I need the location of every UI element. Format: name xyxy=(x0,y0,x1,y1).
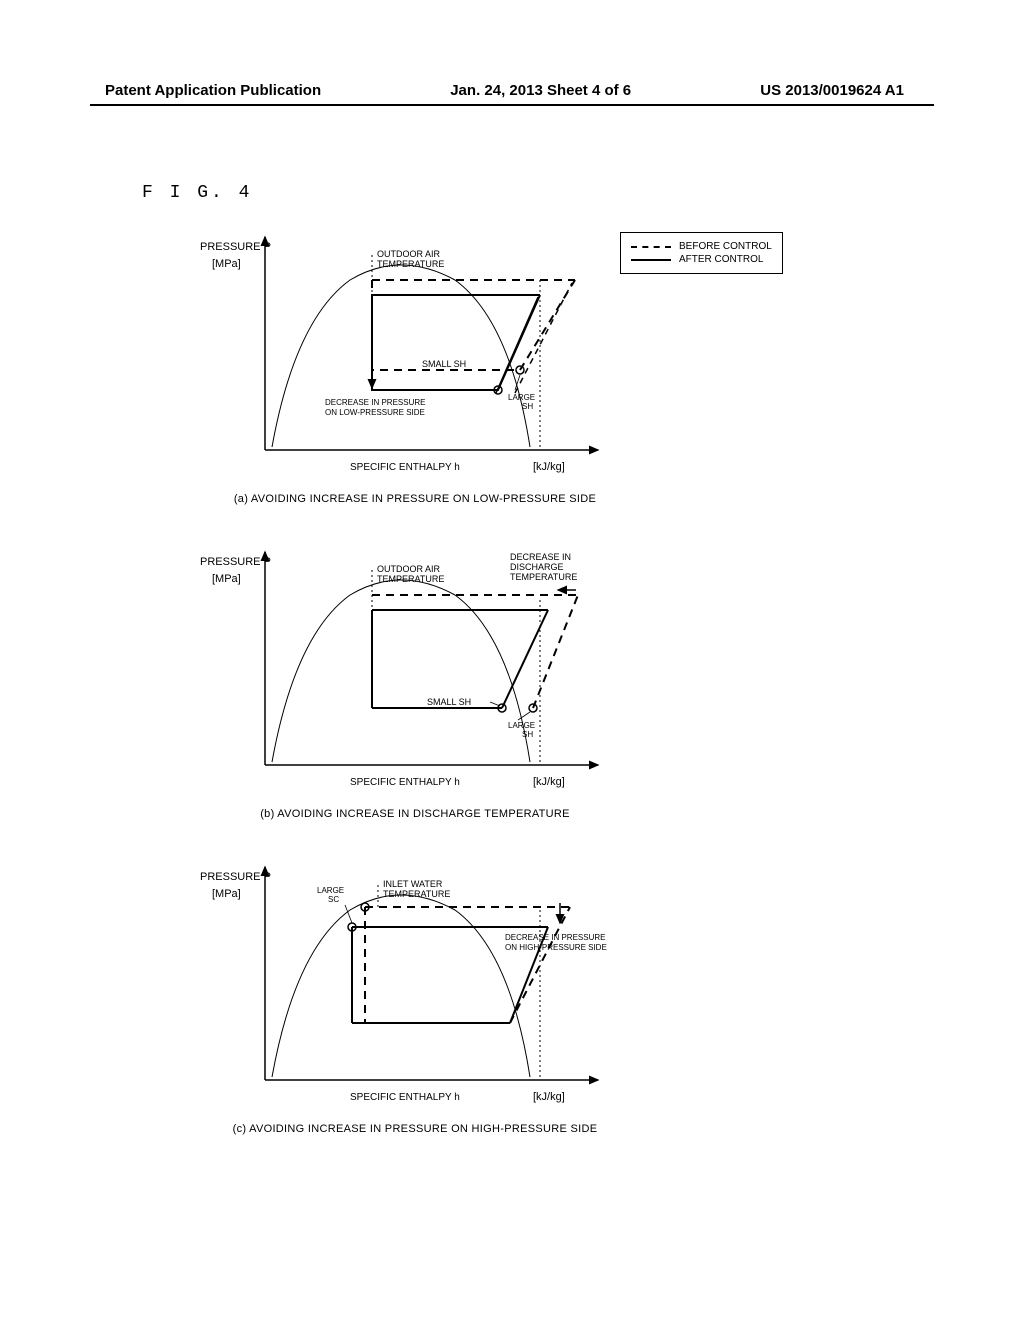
page-header: Patent Application Publication Jan. 24, … xyxy=(0,82,1024,99)
legend-before: BEFORE CONTROL xyxy=(631,241,772,252)
y-axis-label: PRESSURE P xyxy=(200,241,271,253)
x-axis-label: SPECIFIC ENTHALPY h xyxy=(350,462,460,473)
caption-c: (c) AVOIDING INCREASE IN PRESSURE ON HIG… xyxy=(200,1123,630,1135)
inlet-water-label: INLET WATER xyxy=(383,879,443,889)
header-rule xyxy=(90,104,934,106)
outdoor-air-label-a: OUTDOOR AIR xyxy=(377,249,441,259)
large-sh-b: LARGE xyxy=(508,721,535,730)
large-sc: LARGE xyxy=(317,886,344,895)
svg-text:DISCHARGE: DISCHARGE xyxy=(510,562,564,572)
svg-text:ON LOW-PRESSURE SIDE: ON LOW-PRESSURE SIDE xyxy=(325,408,425,417)
legend-before-label: BEFORE CONTROL xyxy=(679,241,772,252)
svg-text:[MPa]: [MPa] xyxy=(212,258,241,270)
svg-text:[kJ/kg]: [kJ/kg] xyxy=(533,776,565,788)
svg-text:[kJ/kg]: [kJ/kg] xyxy=(533,461,565,473)
svg-text:TEMPERATURE: TEMPERATURE xyxy=(383,889,450,899)
dash-icon xyxy=(631,246,671,248)
diagram-c: INLET WATER TEMPERATURE LARGE SC DECREAS… xyxy=(200,855,630,1135)
figure-label: F I G. 4 xyxy=(142,183,252,203)
svg-text:[MPa]: [MPa] xyxy=(212,888,241,900)
decrease-label-b: DECREASE IN xyxy=(510,552,571,562)
legend-after-label: AFTER CONTROL xyxy=(679,254,763,265)
decrease-label-c: DECREASE IN PRESSURE xyxy=(505,933,605,942)
small-sh-a: SMALL SH xyxy=(422,359,466,369)
legend-after: AFTER CONTROL xyxy=(631,254,772,265)
svg-text:[kJ/kg]: [kJ/kg] xyxy=(533,1091,565,1103)
diagram-b: OUTDOOR AIR TEMPERATURE DECREASE IN DISC… xyxy=(200,540,630,820)
svg-text:SH: SH xyxy=(522,402,533,411)
caption-a: (a) AVOIDING INCREASE IN PRESSURE ON LOW… xyxy=(200,493,630,505)
diagram-a: OUTDOOR AIR TEMPERATURE SMALL SH LARGE S… xyxy=(200,225,630,505)
solid-icon xyxy=(631,259,671,261)
svg-text:TEMPERATURE: TEMPERATURE xyxy=(377,574,444,584)
header-left: Patent Application Publication xyxy=(105,82,321,99)
ph-chart-b: OUTDOOR AIR TEMPERATURE DECREASE IN DISC… xyxy=(200,540,630,795)
svg-text:PRESSURE P: PRESSURE P xyxy=(200,556,271,568)
svg-text:SH: SH xyxy=(522,730,533,739)
ph-chart-c: INLET WATER TEMPERATURE LARGE SC DECREAS… xyxy=(200,855,630,1110)
svg-text:ON HIGH-PRESSURE SIDE: ON HIGH-PRESSURE SIDE xyxy=(505,943,607,952)
ph-chart-a: OUTDOOR AIR TEMPERATURE SMALL SH LARGE S… xyxy=(200,225,630,480)
svg-text:TEMPERATURE: TEMPERATURE xyxy=(510,572,577,582)
svg-text:[MPa]: [MPa] xyxy=(212,573,241,585)
svg-text:SPECIFIC ENTHALPY h: SPECIFIC ENTHALPY h xyxy=(350,1092,460,1103)
legend: BEFORE CONTROL AFTER CONTROL xyxy=(620,232,783,274)
svg-text:OUTDOOR AIR: OUTDOOR AIR xyxy=(377,564,441,574)
header-center: Jan. 24, 2013 Sheet 4 of 6 xyxy=(450,82,631,99)
header-right: US 2013/0019624 A1 xyxy=(760,82,904,99)
large-sh-a: LARGE xyxy=(508,393,535,402)
small-sh-b: SMALL SH xyxy=(427,697,471,707)
svg-text:PRESSURE P: PRESSURE P xyxy=(200,871,271,883)
svg-text:SC: SC xyxy=(328,895,339,904)
decrease-label-a: DECREASE IN PRESSURE xyxy=(325,398,425,407)
svg-text:TEMPERATURE: TEMPERATURE xyxy=(377,259,444,269)
svg-text:SPECIFIC ENTHALPY h: SPECIFIC ENTHALPY h xyxy=(350,777,460,788)
caption-b: (b) AVOIDING INCREASE IN DISCHARGE TEMPE… xyxy=(200,808,630,820)
